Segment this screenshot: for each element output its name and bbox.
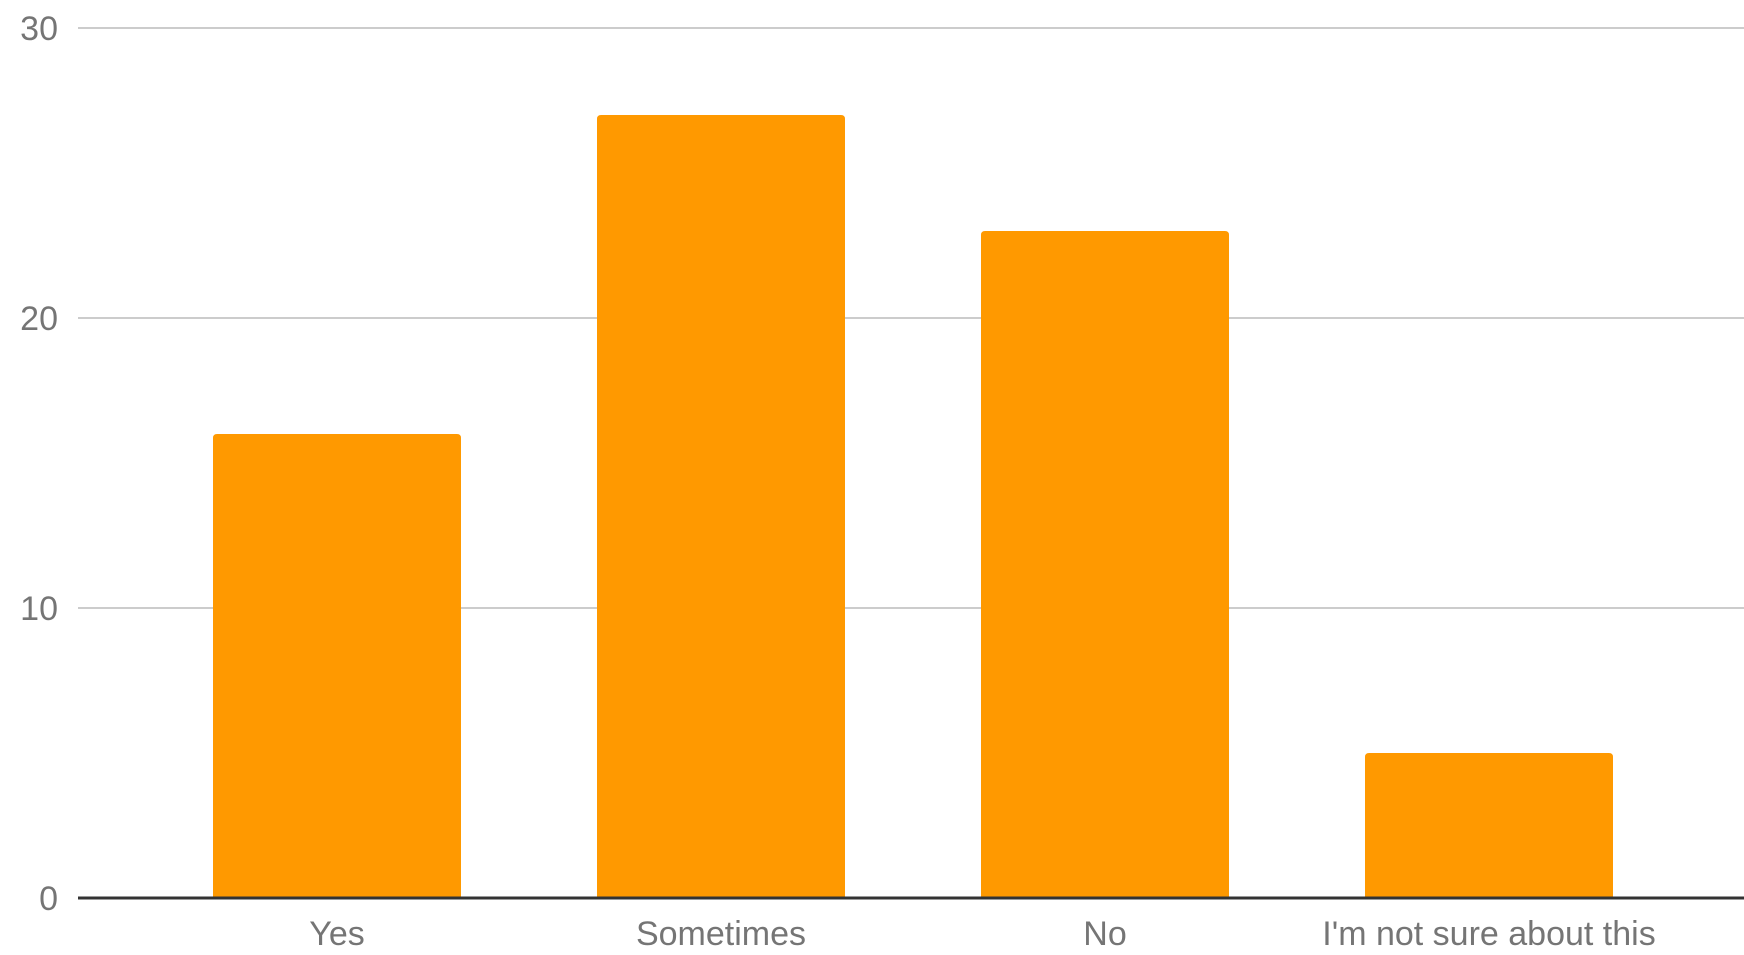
bar-sometimes xyxy=(597,115,845,898)
x-category-label: Yes xyxy=(309,915,364,953)
x-axis-category-labels: Yes Sometimes No I'm not sure about this xyxy=(309,915,1655,953)
bar-i-m-not-sure-about-this xyxy=(1365,753,1613,898)
bars xyxy=(213,115,1613,898)
bar-no xyxy=(981,231,1229,898)
y-tick-label: 20 xyxy=(20,300,58,338)
x-category-label: Sometimes xyxy=(636,915,806,953)
y-tick-label: 0 xyxy=(39,880,58,918)
bar-yes xyxy=(213,434,461,898)
x-category-label: No xyxy=(1083,915,1126,953)
y-tick-label: 30 xyxy=(20,10,58,48)
y-tick-label: 10 xyxy=(20,590,58,628)
y-axis-tick-labels: 0 10 20 30 xyxy=(20,10,58,918)
x-category-label: I'm not sure about this xyxy=(1322,915,1655,953)
